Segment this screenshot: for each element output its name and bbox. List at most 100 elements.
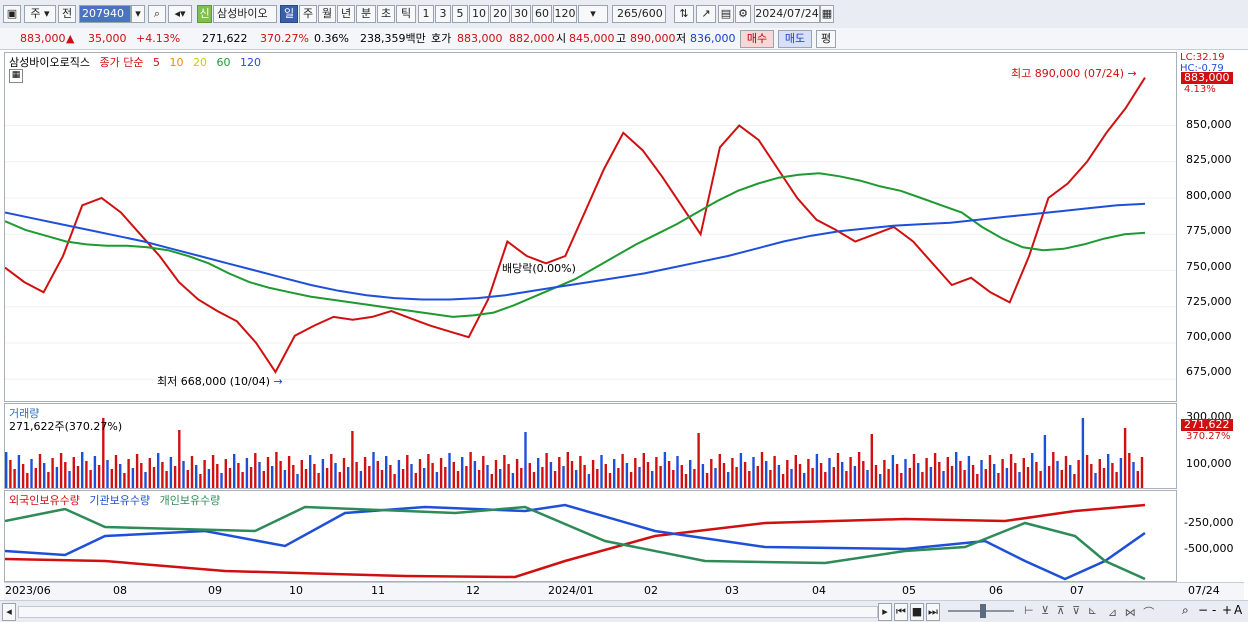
volume-bar <box>1102 468 1106 488</box>
volume-bar <box>72 457 75 488</box>
holdings-pane[interactable]: 외국인보유수량 기관보유수량 개인보유수량 <box>4 490 1177 582</box>
volume-bar <box>714 468 717 488</box>
period-second-tab[interactable]: 초 <box>377 5 395 23</box>
volume-bar <box>51 458 54 488</box>
interval-select[interactable]: ▾ <box>578 5 608 23</box>
volume-bar <box>1064 456 1068 488</box>
volume-bar <box>900 473 903 488</box>
period-month-tab[interactable]: 월 <box>318 5 336 23</box>
scroll-right-icon[interactable]: ▸ <box>878 603 892 621</box>
volume-bar <box>43 463 46 488</box>
volume-bar <box>363 457 367 488</box>
interval-120[interactable]: 120 <box>553 5 577 23</box>
volume-bar <box>1031 453 1034 488</box>
zoom-search-icon[interactable]: ⌕ <box>1182 603 1189 617</box>
volume-bar <box>452 462 455 488</box>
volume-bar <box>330 454 333 488</box>
volume-pane[interactable]: 거래량 271,622주(370.27%) <box>4 403 1177 489</box>
volume-bar <box>182 461 185 488</box>
scroll-left-icon[interactable]: ◂ <box>2 603 16 621</box>
volume-bar <box>76 466 80 488</box>
horizontal-scrollbar[interactable] <box>18 606 878 618</box>
save-icon[interactable]: ▤ <box>718 5 734 23</box>
volume-pct-tag: 370.27% <box>1186 431 1231 442</box>
draw-tool-icon[interactable]: ↗ <box>696 5 716 23</box>
grid-toggle-icon[interactable]: ▦ <box>9 69 23 83</box>
period-main-select[interactable]: 주 ▾ <box>24 5 56 23</box>
volume-bar <box>938 462 941 488</box>
interval-30[interactable]: 30 <box>511 5 531 23</box>
search-icon[interactable]: ⌕ <box>148 5 166 23</box>
buy-button[interactable]: 매수 <box>740 30 774 48</box>
last-page-icon[interactable]: ⏭ <box>926 603 940 621</box>
volume-bar <box>596 469 599 488</box>
zoom-out-small-icon[interactable]: - <box>1212 603 1217 617</box>
volume-bar <box>423 468 426 488</box>
volume-bar <box>1090 464 1093 488</box>
price-chart-pane[interactable]: 삼성바이오로직스 종가 단순 5 10 20 60 120 ▦ 최고 890,0… <box>4 52 1177 402</box>
volume-bar <box>203 460 206 488</box>
volume-bar <box>106 460 109 488</box>
volume-bar <box>883 460 886 488</box>
font-size-icon[interactable]: A <box>1234 603 1243 617</box>
x-label-06: 06 <box>989 584 1003 597</box>
zoom-in-icon[interactable]: + <box>1222 603 1233 617</box>
interval-5[interactable]: 5 <box>452 5 468 23</box>
period-tick-tab[interactable]: 틱 <box>396 5 416 23</box>
period-year-tab[interactable]: 년 <box>337 5 355 23</box>
zoom-slider-handle[interactable] <box>980 604 986 618</box>
y-tick-675000: 675,000 <box>1186 365 1232 378</box>
y-tick-850000: 850,000 <box>1186 118 1232 131</box>
period-week-tab[interactable]: 주 <box>299 5 317 23</box>
volume-bar <box>1069 465 1072 488</box>
legend-institution: 기관보유수량 <box>89 494 151 507</box>
prev-button[interactable]: 전 <box>58 5 76 23</box>
period-minute-tab[interactable]: 분 <box>356 5 376 23</box>
y-tick-700000: 700,000 <box>1186 330 1232 343</box>
interval-60[interactable]: 60 <box>532 5 552 23</box>
volume-bar <box>342 458 346 488</box>
zoom-out-icon[interactable]: − <box>1198 603 1209 617</box>
stop-icon[interactable]: ■ <box>910 603 924 621</box>
volume-bar <box>680 465 683 488</box>
volume-bar <box>140 463 143 488</box>
volume-bar <box>207 469 211 488</box>
drawing-tools-icons[interactable]: ⊢ ⊻ ⊼ ⊽ ⊾ <box>1024 604 1099 617</box>
period-day-tab[interactable]: 일 <box>280 5 298 23</box>
volume-bar <box>1026 467 1030 488</box>
volume-bar <box>325 468 329 488</box>
volume-bar <box>904 459 907 488</box>
volume-bar <box>30 459 33 488</box>
sell-button[interactable]: 매도 <box>778 30 812 48</box>
interval-10[interactable]: 10 <box>469 5 489 23</box>
date-input[interactable]: 2024/07/24 <box>754 5 820 23</box>
extra-tools-icons[interactable]: ⊿ ⋈ ⌒ <box>1108 606 1157 619</box>
count-field[interactable]: 265/600 <box>612 5 666 23</box>
volume-bar <box>710 459 713 488</box>
eval-button[interactable]: 평 <box>816 30 836 48</box>
flow-tick-250000: -250,000 <box>1184 516 1234 529</box>
volume-bar <box>266 457 270 488</box>
volume-bar <box>228 468 232 488</box>
volume-bar <box>853 466 857 488</box>
code-dropdown-icon[interactable]: ▾ <box>131 5 145 23</box>
volume-bar <box>258 462 261 488</box>
volume-bar <box>211 455 215 488</box>
interval-20[interactable]: 20 <box>490 5 510 23</box>
interval-3[interactable]: 3 <box>435 5 451 23</box>
first-page-icon[interactable]: ⏮ <box>894 603 908 621</box>
chart-settings-icon[interactable]: ⇅ <box>674 5 694 23</box>
interval-1[interactable]: 1 <box>418 5 434 23</box>
stock-code-input[interactable]: 207940 <box>79 5 131 23</box>
window-menu-icon[interactable]: ▣ <box>3 5 21 23</box>
volume-bar <box>549 462 553 488</box>
volume-bar <box>862 461 865 488</box>
sound-icon[interactable]: ◂▾ <box>168 5 192 23</box>
volume-bar <box>781 474 785 488</box>
volume-bar <box>811 468 814 488</box>
volume-bar <box>418 459 422 488</box>
calendar-icon[interactable]: ▦ <box>820 5 834 23</box>
volume-bar <box>477 470 481 488</box>
gear-icon[interactable]: ⚙ <box>735 5 751 23</box>
high-note-text: 최고 890,000 (07/24) <box>1011 67 1125 80</box>
